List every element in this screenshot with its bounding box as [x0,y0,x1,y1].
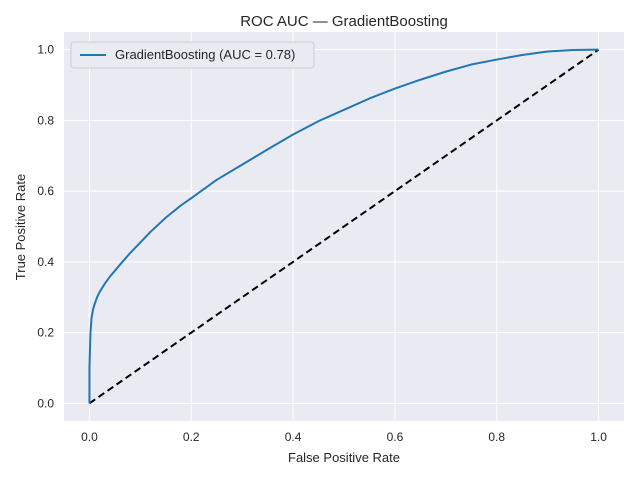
chart-title: ROC AUC — GradientBoosting [240,13,448,30]
y-tick-label: 0.2 [37,326,54,340]
x-tick-label: 1.0 [590,430,607,444]
x-tick-label: 0.6 [387,430,404,444]
x-tick-label: 0.4 [285,430,302,444]
x-tick-label: 0.0 [81,430,98,444]
x-axis-label: False Positive Rate [288,450,400,465]
y-tick-label: 0.6 [37,184,54,198]
chance-diagonal-line [88,48,600,405]
y-tick-label: 0.8 [37,113,54,127]
legend-label: GradientBoosting (AUC = 0.78) [115,47,295,62]
series-layer [88,48,600,405]
legend-box [70,41,315,69]
grid-lines [64,32,624,421]
roc-curve-line [88,48,599,404]
y-tick-label: 1.0 [37,43,54,57]
y-tick-label: 0.4 [37,255,54,269]
y-axis-label: True Positive Rate [13,174,28,280]
x-tick-label: 0.8 [488,430,505,444]
x-tick-labels: 0.0 0.2 0.4 0.6 0.8 1.0 [81,430,607,444]
x-tick-label: 0.2 [183,430,200,444]
y-tick-label: 0.0 [37,396,54,410]
legend: GradientBoosting (AUC = 0.78) [70,41,315,69]
y-tick-labels: 0.0 0.2 0.4 0.6 0.8 1.0 [37,43,54,411]
